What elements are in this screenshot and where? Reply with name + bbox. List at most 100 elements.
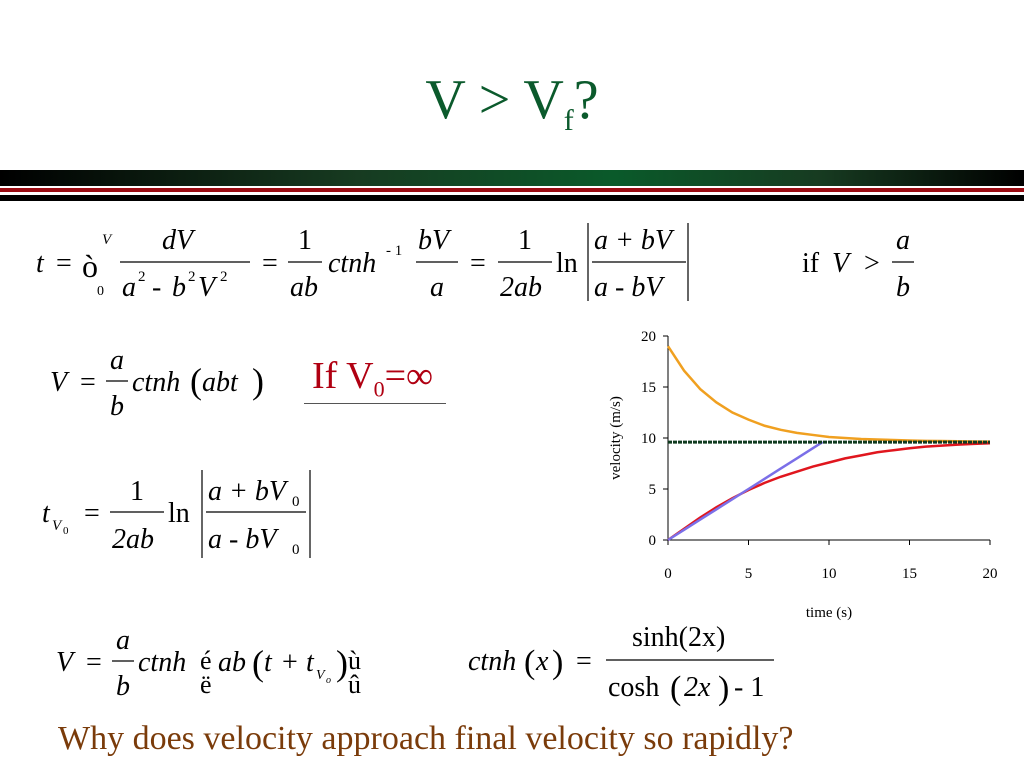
svg-text:a - bV: a - bV [594,272,665,303]
svg-text:2: 2 [138,269,146,285]
chart-svg: 0 5 10 15 20 0 5 10 15 20 time (s) velocity (m/s) [608,329,998,621]
y-tick-label: 10 [641,431,656,447]
svg-text:é: é [200,646,212,675]
eq1-lower: 0 [97,284,104,299]
svg-text:1: 1 [130,476,144,507]
svg-text:a + bV: a + bV [594,225,675,256]
svg-text:V: V [56,647,76,678]
eq1-equals: = [56,248,72,279]
svg-text:=: = [80,367,96,398]
svg-text:ctnh: ctnh [138,647,186,678]
svg-text:(: ( [190,361,202,401]
x-tick-label: 5 [745,566,753,582]
title-divider-thin [0,195,1024,201]
svg-text:ctnh: ctnh [132,367,180,398]
eq5-sinh: sinh(2x) [632,622,725,653]
svg-text:t: t [264,647,273,678]
svg-text:0: 0 [292,542,300,558]
svg-text:a: a [110,345,124,376]
svg-text:cosh: cosh [608,672,659,703]
svg-text:2: 2 [188,269,196,285]
svg-text:1: 1 [518,225,532,256]
svg-text:ab: ab [218,647,246,678]
equation-ctnh-definition: ctnh ( x ) = sinh(2x) cosh ( 2x ) - 1 [462,620,792,715]
eq1-ln: ln [556,248,578,279]
svg-text:=: = [576,646,592,677]
svg-text:a: a [430,272,444,303]
svg-text:abt: abt [202,367,239,398]
svg-text:V: V [198,272,218,303]
svg-text:): ) [336,643,348,683]
svg-text:b: b [172,272,186,303]
eq1-dv: dV [162,225,196,256]
eq1-integral: ò [82,248,98,284]
eq1-ctnh: ctnh [328,248,376,279]
svg-text:û: û [348,670,361,699]
title-divider-dark [0,170,1024,186]
slide-question: Why does velocity approach final velocit… [58,720,794,757]
x-tick-label: 0 [664,566,672,582]
svg-text:1: 1 [298,225,312,256]
equation-velocity-ctnh: V = a b ctnh ( abt ) [40,345,280,430]
svg-text:ctnh: ctnh [468,646,516,677]
y-tick-label: 0 [649,533,657,549]
y-tick-label: 15 [641,380,656,396]
title-subscript: f [563,104,574,137]
svg-text:2ab: 2ab [500,272,542,303]
slide-title: V > Vf? [0,68,1024,138]
title-divider-red [0,188,1024,192]
equation-velocity-shifted: V = a b ctnh é ë ab ( t + t V o ) ù û [50,625,390,710]
svg-text:(: ( [252,643,264,683]
svg-text:0: 0 [63,525,69,537]
eq1-if: if [802,248,820,279]
x-tick-label: 10 [822,566,837,582]
svg-text:t: t [42,498,51,529]
svg-text:a + bV: a + bV [208,476,289,507]
if-v0-underline [304,403,446,404]
x-tick-label: 15 [902,566,917,582]
eq1-upper: V [102,232,113,248]
svg-text:a - bV: a - bV [208,524,279,555]
svg-text:(: ( [524,644,535,681]
series-line-2 [667,441,824,542]
svg-text:x: x [535,646,549,677]
svg-text:): ) [718,670,729,707]
velocity-time-chart: 0 5 10 15 20 0 5 10 15 20 time (s) velocity (m/s) [598,325,1008,640]
if-v0-infinity-label: If V0=∞ [312,355,434,402]
series-line-1 [667,442,991,542]
svg-text:+: + [282,647,298,678]
svg-text:- 1: - 1 [386,243,402,259]
x-tick-label: 20 [983,566,998,582]
svg-text:2x: 2x [684,672,711,703]
x-axis-label: time (s) [806,605,852,621]
svg-text:2: 2 [220,269,228,285]
svg-text:b: b [896,272,910,303]
y-axis-label: velocity (m/s) [608,396,624,480]
svg-text:): ) [552,644,563,681]
svg-text:V: V [316,668,326,683]
y-tick-label: 20 [641,329,656,345]
svg-text:>: > [864,248,880,279]
svg-text:ln: ln [168,498,190,529]
svg-text:b: b [110,391,124,422]
svg-text:-: - [152,272,161,303]
eq1-t: t [36,248,45,279]
svg-text:ab: ab [290,272,318,303]
svg-text:V: V [52,518,63,534]
svg-text:ë: ë [200,670,212,699]
svg-text:a: a [896,225,910,256]
svg-text:(: ( [670,670,681,707]
svg-text:=: = [262,248,278,279]
svg-text:=: = [470,248,486,279]
svg-text:t: t [306,647,315,678]
y-tick-label: 5 [649,482,657,498]
svg-text:=: = [86,647,102,678]
svg-text:): ) [252,361,264,401]
series-line-0 [666,345,991,443]
svg-text:a: a [116,625,130,656]
svg-text:b: b [116,671,130,702]
svg-text:a: a [122,272,136,303]
svg-text:0: 0 [292,494,300,510]
svg-text:o: o [326,675,331,686]
